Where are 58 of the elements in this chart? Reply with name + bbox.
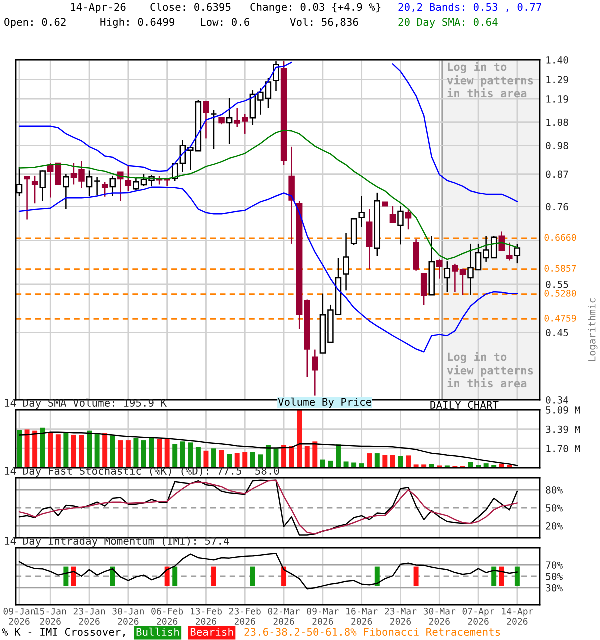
text: Open: 0.62 xyxy=(4,18,66,28)
x-tick-label: 14-Apr 2026 xyxy=(502,608,534,625)
y-tick-label: 1.29 xyxy=(546,76,568,84)
text: Low: 0.6 xyxy=(201,18,250,26)
y-tick-label: 1.19 xyxy=(546,96,568,103)
annotation: Log in to view patterns in this area xyxy=(447,62,534,98)
y-axis-title: Logarithmic xyxy=(588,298,598,362)
y-tick-label: 1.08 xyxy=(546,118,568,126)
y-tick-label: 30% xyxy=(546,584,563,592)
ref-line-label: 0.5857 xyxy=(544,265,576,272)
y-tick-label: 3.39 M xyxy=(546,426,580,434)
text: DAILY CHART xyxy=(430,401,499,410)
chart-title: 14 Day Intraday Momentum (IMI): 57.4 xyxy=(5,536,230,547)
chart-title: 14 Day SMA Volume: 195.9 K xyxy=(5,398,168,409)
y-tick-label: 1.40 xyxy=(546,56,568,64)
text: High: 0.6499 xyxy=(100,18,175,28)
y-tick-label: 50% xyxy=(546,573,563,580)
annotation: Log in to view patterns in this area xyxy=(447,352,534,388)
ref-line-label: 0.6660 xyxy=(544,234,576,242)
x-tick-label: 07-Apr 2026 xyxy=(462,608,494,625)
x-tick-label: 06-Feb 2026 xyxy=(152,608,184,625)
text: 20 Day SMA: 0.64 xyxy=(398,18,498,28)
y-tick-label: 0.76 xyxy=(546,203,568,211)
y-tick-label: 0.34 xyxy=(546,396,569,404)
ref-line-label: 0.5280 xyxy=(544,290,576,297)
ref-line-label: 0.4759 xyxy=(544,315,576,322)
text: 23.6-38.2-50-61.8% Fibonacci Retracements xyxy=(244,628,500,636)
text: % K - IMI Crossover, xyxy=(2,628,125,638)
y-tick-label: 0.98 xyxy=(546,142,568,150)
text: Change: 0.03 {+4.9 %} xyxy=(250,3,381,14)
x-tick-label: 23-Mar 2026 xyxy=(385,608,417,625)
text: Vol: 56,836 xyxy=(290,18,358,28)
text: Bearish xyxy=(190,628,234,636)
y-tick-label: 5.09 M xyxy=(546,406,580,414)
text: 14-Apr-26 xyxy=(71,3,126,14)
x-tick-label: 23-Jan 2026 xyxy=(74,608,106,625)
annotation: Volume By Price xyxy=(278,398,372,408)
x-tick-label: 09-Jan 2026 xyxy=(4,608,36,625)
x-tick-label: 15-Jan 2026 xyxy=(35,608,66,625)
text: Close: 0.6395 xyxy=(150,3,231,12)
x-tick-label: 30-Mar 2026 xyxy=(424,608,456,625)
y-tick-label: 0.87 xyxy=(546,170,568,178)
chart-title: 14 Day Fast Stochastic (%K) (%D): 77.5 58.0 xyxy=(5,466,280,477)
x-tick-label: 13-Feb 2026 xyxy=(191,608,222,625)
y-tick-label: 20% xyxy=(546,522,563,530)
y-tick-label: 70% xyxy=(546,562,563,569)
x-tick-label: 02-Mar 2026 xyxy=(268,608,300,625)
y-tick-label: 1.70 M xyxy=(546,445,580,452)
y-tick-label: 0.55 xyxy=(546,280,568,288)
y-tick-label: 0.45 xyxy=(546,329,568,337)
text: Bullish xyxy=(136,628,179,636)
x-tick-label: 09-Mar 2026 xyxy=(307,608,339,625)
x-tick-label: 23-Feb 2026 xyxy=(229,608,261,625)
x-tick-label: 30-Jan 2026 xyxy=(112,608,144,625)
text: 20,2 Bands: 0.53 , 0.77 xyxy=(398,3,542,12)
y-tick-label: 50% xyxy=(546,504,563,512)
x-tick-label: 16-Mar 2026 xyxy=(346,608,378,625)
y-tick-label: 80% xyxy=(546,486,563,494)
